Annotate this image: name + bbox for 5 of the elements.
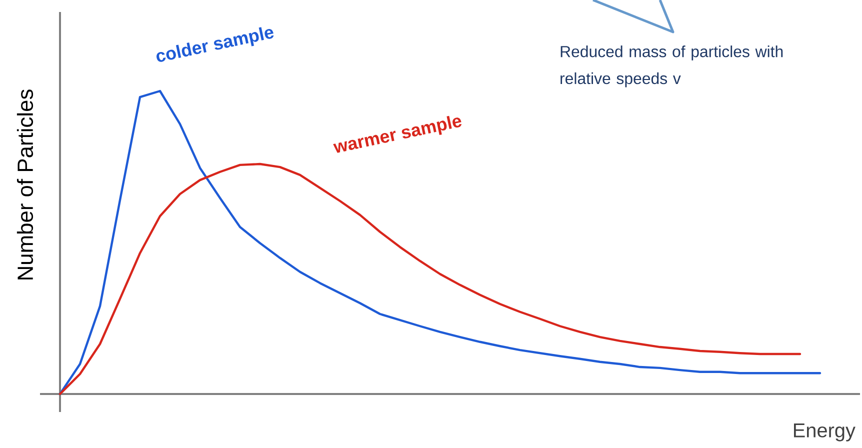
text: Reduced mass of particles with relative speeds v — [560, 46, 783, 88]
y-axis-title: Number of Particles — [16, 90, 34, 280]
text: colder sample — [156, 27, 274, 62]
x-axis-title: Energy — [794, 424, 856, 442]
text: warmer sample — [333, 116, 462, 153]
